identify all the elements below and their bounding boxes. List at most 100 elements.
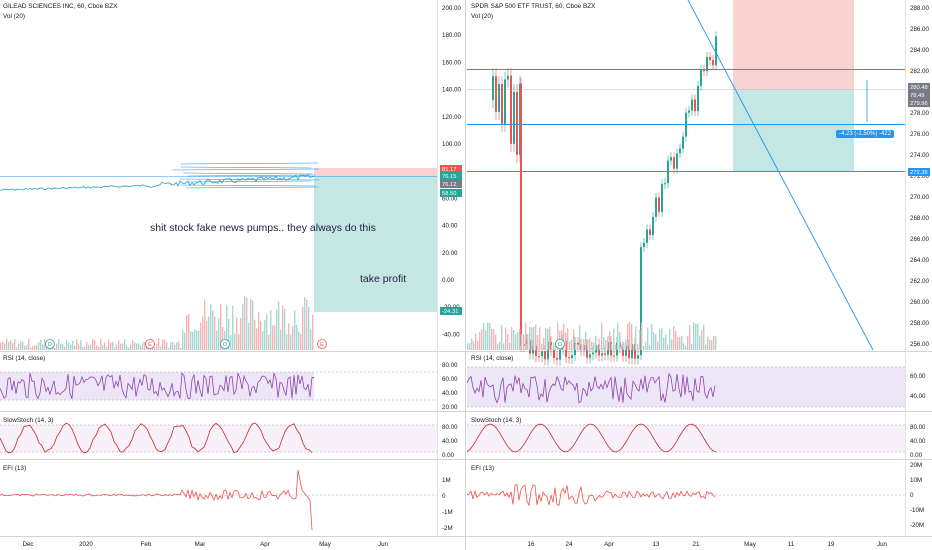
left-rsi-band (0, 372, 314, 400)
right-volume-bar (703, 324, 705, 350)
left-volume-bar (236, 317, 238, 350)
right-volume-bar (609, 331, 611, 350)
left-volume-bar (24, 345, 26, 350)
right-volume-bar (625, 341, 627, 350)
left-trendline (187, 180, 312, 183)
left-volume-bar (260, 321, 262, 350)
left-volume-bar (258, 312, 260, 350)
right-candle-body (646, 229, 648, 243)
left-volume-bar (268, 334, 270, 350)
left-volume-bar (196, 330, 198, 350)
left-annotation-note[interactable]: shit stock fake news pumps.. they always… (150, 222, 376, 234)
right-volume-bar (501, 324, 503, 350)
right-candle-body (709, 56, 711, 61)
right-volume-bar (667, 344, 669, 350)
right-price-tag (908, 168, 930, 176)
right-volume-bar (541, 343, 543, 350)
right-volume-bar (593, 342, 595, 350)
right-price-tick: 272.00 (910, 173, 929, 180)
left-volume-bar (94, 340, 96, 350)
left-time-tick: Apr (260, 541, 270, 548)
right-volume-bar (547, 328, 549, 350)
left-trendline (185, 186, 319, 189)
left-volume-bar (294, 310, 296, 350)
right-volume-bar (533, 326, 535, 350)
right-volume-bar (607, 338, 609, 350)
left-volume-bar (288, 323, 290, 350)
right-volume-bar (483, 322, 485, 350)
left-volume-bar (234, 333, 236, 350)
left-volume-bar (302, 306, 304, 350)
left-volume-bar (286, 334, 288, 350)
left-volume-bar (36, 344, 38, 350)
left-volume-label[interactable]: Vol (20) (3, 13, 26, 20)
left-volume-bar (198, 330, 200, 350)
left-volume-bar (134, 342, 136, 350)
left-symbol-title[interactable]: GILEAD SCIENCES INC, 60, Cboe BZX (3, 3, 118, 10)
left-stoch-tick: 40.00 (442, 438, 458, 445)
right-stoch-label[interactable]: SlowStoch (14, 3) (471, 417, 522, 424)
left-volume-bar (44, 339, 46, 350)
left-volume-bar (210, 303, 212, 350)
left-rsi-label[interactable]: RSI (14, close) (3, 355, 46, 362)
right-volume-bar (713, 336, 715, 350)
left-rsi-line (0, 372, 315, 400)
right-volume-bar (599, 345, 601, 350)
right-volume-bar (611, 343, 613, 350)
left-volume-bar (112, 341, 114, 350)
left-stoch-label[interactable]: SlowStoch (14, 3) (3, 417, 54, 424)
left-price-tag (440, 180, 462, 188)
left-efi-label[interactable]: EFI (13) (3, 465, 27, 472)
left-volume-bar (284, 308, 286, 350)
right-candle-body (694, 99, 696, 112)
right-candle-body (679, 148, 681, 154)
left-volume-bar (240, 317, 242, 350)
right-volume-bar (645, 341, 647, 350)
left-stoch-tick: 80.00 (442, 424, 458, 431)
right-price-tick: 288.00 (910, 5, 929, 12)
right-volume-label[interactable]: Vol (20) (471, 13, 494, 20)
left-price-tick: 140.00 (442, 87, 461, 94)
right-profit-zone (733, 90, 854, 172)
right-rsi-label[interactable]: RSI (14, close) (471, 355, 514, 362)
left-price-tag-text: 76.12 (442, 182, 457, 188)
right-price-tag (908, 83, 930, 91)
left-event-badge (45, 339, 55, 349)
right-efi-tick: -20M (910, 522, 924, 529)
left-trendline (180, 166, 312, 169)
right-stoch-tick: 40.00 (910, 438, 926, 445)
left-price-tick: 40.00 (442, 223, 458, 230)
right-symbol-title[interactable]: SPDR S&P 500 ETF TRUST, 60, Cboe BZX (471, 3, 596, 10)
left-volume-bar (40, 339, 42, 350)
right-volume-bar (491, 329, 493, 350)
right-efi-label[interactable]: EFI (13) (471, 465, 495, 472)
right-candle-body (625, 345, 627, 356)
left-annotation-take-profit[interactable]: take profit (360, 273, 407, 285)
left-volume-bar (38, 342, 40, 350)
left-stoch-line (0, 422, 313, 454)
right-volume-bar (523, 334, 525, 350)
right-candle-body (504, 79, 506, 124)
left-volume-bar (158, 338, 160, 350)
right-price-tag-text: 279.96 (910, 101, 928, 107)
measure-label[interactable]: -4.23 (-1.50%) -422 (836, 130, 895, 138)
right-volume-bar (583, 338, 585, 350)
left-volume-bar (122, 343, 124, 350)
right-volume-bar (545, 328, 547, 350)
right-volume-bar (549, 326, 551, 350)
right-candle-body (544, 351, 546, 360)
left-volume-bar (180, 347, 182, 350)
left-event-letter: D (48, 342, 52, 348)
left-volume-bar (140, 345, 142, 350)
right-volume-bar (699, 335, 701, 350)
left-volume-bar (98, 346, 100, 350)
right-volume-bar (469, 343, 471, 350)
right-volume-bar (499, 341, 501, 350)
left-price-tick: 60.00 (442, 195, 458, 202)
right-candle-body (667, 160, 669, 184)
right-volume-bar (591, 341, 593, 350)
left-volume-bar (174, 345, 176, 350)
left-volume-bar (54, 347, 56, 350)
right-volume-bar (653, 332, 655, 350)
